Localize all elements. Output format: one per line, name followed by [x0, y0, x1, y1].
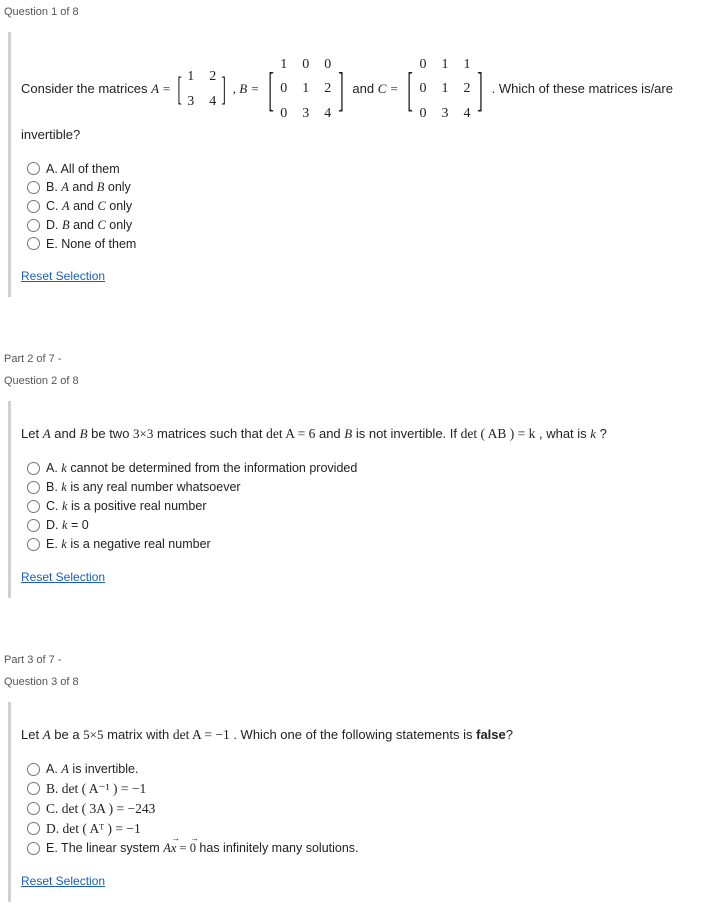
q3-option-A[interactable]: A. A is invertible.	[27, 760, 716, 779]
question-header: Question 1 of 8	[0, 0, 726, 24]
q2-option-E[interactable]: E. k is a negative real number	[27, 535, 716, 554]
question-2-header: Question 2 of 8	[0, 369, 726, 393]
q2-radio-A[interactable]	[27, 462, 40, 475]
q2-radio-D[interactable]	[27, 519, 40, 532]
q1-radio-B[interactable]	[27, 181, 40, 194]
q1-option-C-label: C. A and C only	[46, 199, 132, 214]
q1-A-label: A =	[151, 81, 171, 96]
q3-radio-C[interactable]	[27, 802, 40, 815]
q3-radio-B[interactable]	[27, 782, 40, 795]
q1-reset-link[interactable]: Reset Selection	[21, 269, 105, 283]
q1-radio-C[interactable]	[27, 200, 40, 213]
q1-option-A-label: A. All of them	[46, 162, 120, 176]
q3-option-E[interactable]: E. The linear system Ax = 0 has infinite…	[27, 839, 716, 858]
q1-B-label: , B =	[233, 81, 259, 96]
q3-radio-E[interactable]	[27, 842, 40, 855]
matrix-C: [ 011 012 034 ]	[402, 54, 488, 125]
q2-options: A. k cannot be determined from the infor…	[27, 459, 716, 554]
q2-option-B-label: B. k is any real number whatsoever	[46, 480, 241, 495]
question-3-header: Question 3 of 8	[0, 670, 726, 694]
question-2-block: Let A and B be two 3×3 matrices such tha…	[8, 401, 726, 598]
q1-option-C[interactable]: C. A and C only	[27, 197, 716, 216]
q1-C-label: C =	[378, 81, 399, 96]
q1-stem-pre: Consider the matrices	[21, 81, 151, 96]
question-1-block: Consider the matrices A = [ 12 34 ] , B …	[8, 32, 726, 297]
q2-stem: Let A and B be two 3×3 matrices such tha…	[21, 423, 716, 445]
q3-option-D-label: D. det ( Aᵀ ) = −1	[46, 821, 141, 837]
q1-option-B[interactable]: B. A and B only	[27, 178, 716, 197]
q1-option-E[interactable]: E. None of them	[27, 235, 716, 253]
q3-radio-D[interactable]	[27, 822, 40, 835]
q1-option-E-label: E. None of them	[46, 237, 136, 251]
q1-option-B-label: B. A and B only	[46, 180, 131, 195]
q2-option-B[interactable]: B. k is any real number whatsoever	[27, 478, 716, 497]
q1-option-A[interactable]: A. All of them	[27, 160, 716, 178]
part-2-label: Part 2 of 7 -	[0, 329, 726, 369]
q2-option-D[interactable]: D. k = 0	[27, 516, 716, 535]
q1-options: A. All of them B. A and B only C. A and …	[27, 160, 716, 253]
q1-radio-E[interactable]	[27, 237, 40, 250]
q2-radio-B[interactable]	[27, 481, 40, 494]
q3-option-A-label: A. A is invertible.	[46, 762, 138, 777]
q3-option-C-label: C. det ( 3A ) = −243	[46, 801, 155, 817]
q1-stem: Consider the matrices A = [ 12 34 ] , B …	[21, 54, 716, 146]
q2-radio-C[interactable]	[27, 500, 40, 513]
q3-option-C[interactable]: C. det ( 3A ) = −243	[27, 799, 716, 819]
q2-option-D-label: D. k = 0	[46, 518, 89, 533]
matrix-B: [ 100 012 034 ]	[263, 54, 349, 125]
matrix-A: [ 12 34 ]	[174, 66, 229, 113]
q1-option-D-label: D. B and C only	[46, 218, 132, 233]
q1-radio-A[interactable]	[27, 162, 40, 175]
q3-option-E-label: E. The linear system Ax = 0 has infinite…	[46, 841, 359, 856]
q2-radio-E[interactable]	[27, 538, 40, 551]
q3-reset-link[interactable]: Reset Selection	[21, 874, 105, 888]
q3-options: A. A is invertible. B. det ( A⁻¹ ) = −1 …	[27, 760, 716, 858]
q2-option-C-label: C. k is a positive real number	[46, 499, 207, 514]
q2-option-E-label: E. k is a negative real number	[46, 537, 211, 552]
part-3-label: Part 3 of 7 -	[0, 630, 726, 670]
q1-and: and	[352, 81, 377, 96]
q3-option-B[interactable]: B. det ( A⁻¹ ) = −1	[27, 779, 716, 799]
q2-option-A[interactable]: A. k cannot be determined from the infor…	[27, 459, 716, 478]
question-3-block: Let A be a 5×5 matrix with det A = −1 . …	[8, 702, 726, 902]
q1-option-D[interactable]: D. B and C only	[27, 216, 716, 235]
q2-reset-link[interactable]: Reset Selection	[21, 570, 105, 584]
q1-radio-D[interactable]	[27, 219, 40, 232]
q2-option-A-label: A. k cannot be determined from the infor…	[46, 461, 357, 476]
q3-stem: Let A be a 5×5 matrix with det A = −1 . …	[21, 724, 716, 746]
q3-option-B-label: B. det ( A⁻¹ ) = −1	[46, 781, 146, 797]
q2-option-C[interactable]: C. k is a positive real number	[27, 497, 716, 516]
q3-option-D[interactable]: D. det ( Aᵀ ) = −1	[27, 819, 716, 839]
q3-radio-A[interactable]	[27, 763, 40, 776]
